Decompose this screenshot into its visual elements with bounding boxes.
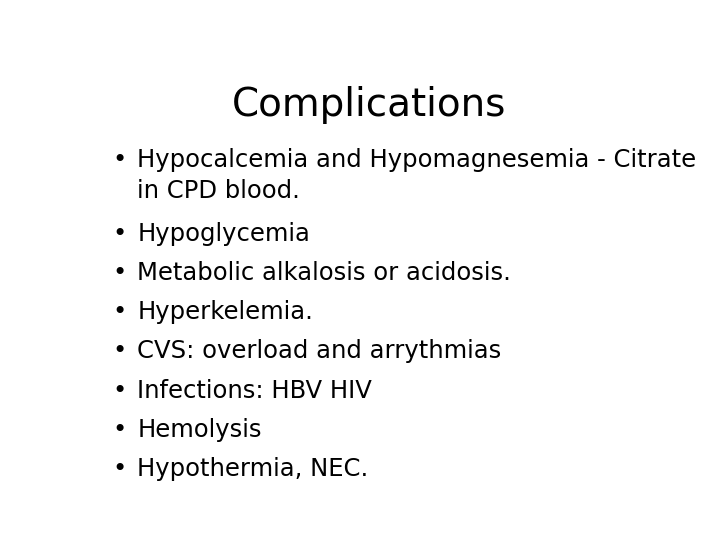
Text: •: • — [112, 417, 127, 442]
Text: •: • — [112, 457, 127, 481]
Text: Metabolic alkalosis or acidosis.: Metabolic alkalosis or acidosis. — [138, 261, 511, 285]
Text: •: • — [112, 222, 127, 246]
Text: Hypothermia, NEC.: Hypothermia, NEC. — [138, 457, 369, 481]
Text: •: • — [112, 300, 127, 325]
Text: Hypoglycemia: Hypoglycemia — [138, 222, 310, 246]
Text: Hypocalcemia and Hypomagnesemia - Citrate
in CPD blood.: Hypocalcemia and Hypomagnesemia - Citrat… — [138, 148, 696, 202]
Text: Complications: Complications — [232, 85, 506, 124]
Text: CVS: overload and arrythmias: CVS: overload and arrythmias — [138, 340, 502, 363]
Text: •: • — [112, 379, 127, 402]
Text: •: • — [112, 340, 127, 363]
Text: Hemolysis: Hemolysis — [138, 417, 262, 442]
Text: Infections: HBV HIV: Infections: HBV HIV — [138, 379, 372, 402]
Text: •: • — [112, 148, 127, 172]
Text: •: • — [112, 261, 127, 285]
Text: Hyperkelemia.: Hyperkelemia. — [138, 300, 313, 325]
